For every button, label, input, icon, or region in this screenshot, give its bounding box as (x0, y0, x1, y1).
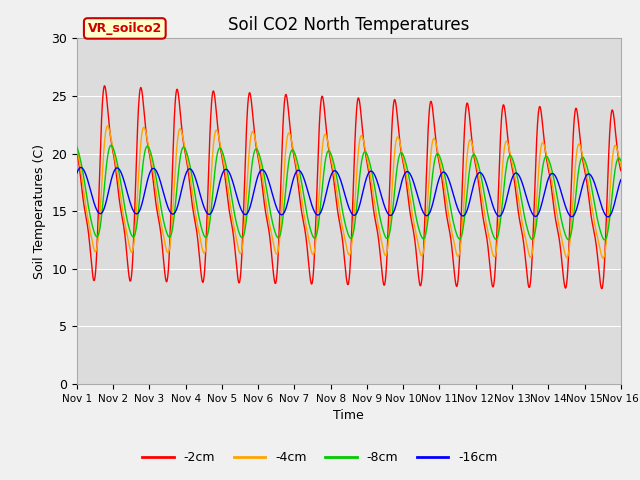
Legend: -2cm, -4cm, -8cm, -16cm: -2cm, -4cm, -8cm, -16cm (138, 446, 502, 469)
Title: Soil CO2 North Temperatures: Soil CO2 North Temperatures (228, 16, 470, 34)
Text: VR_soilco2: VR_soilco2 (88, 22, 162, 35)
X-axis label: Time: Time (333, 409, 364, 422)
Y-axis label: Soil Temperatures (C): Soil Temperatures (C) (33, 144, 45, 279)
